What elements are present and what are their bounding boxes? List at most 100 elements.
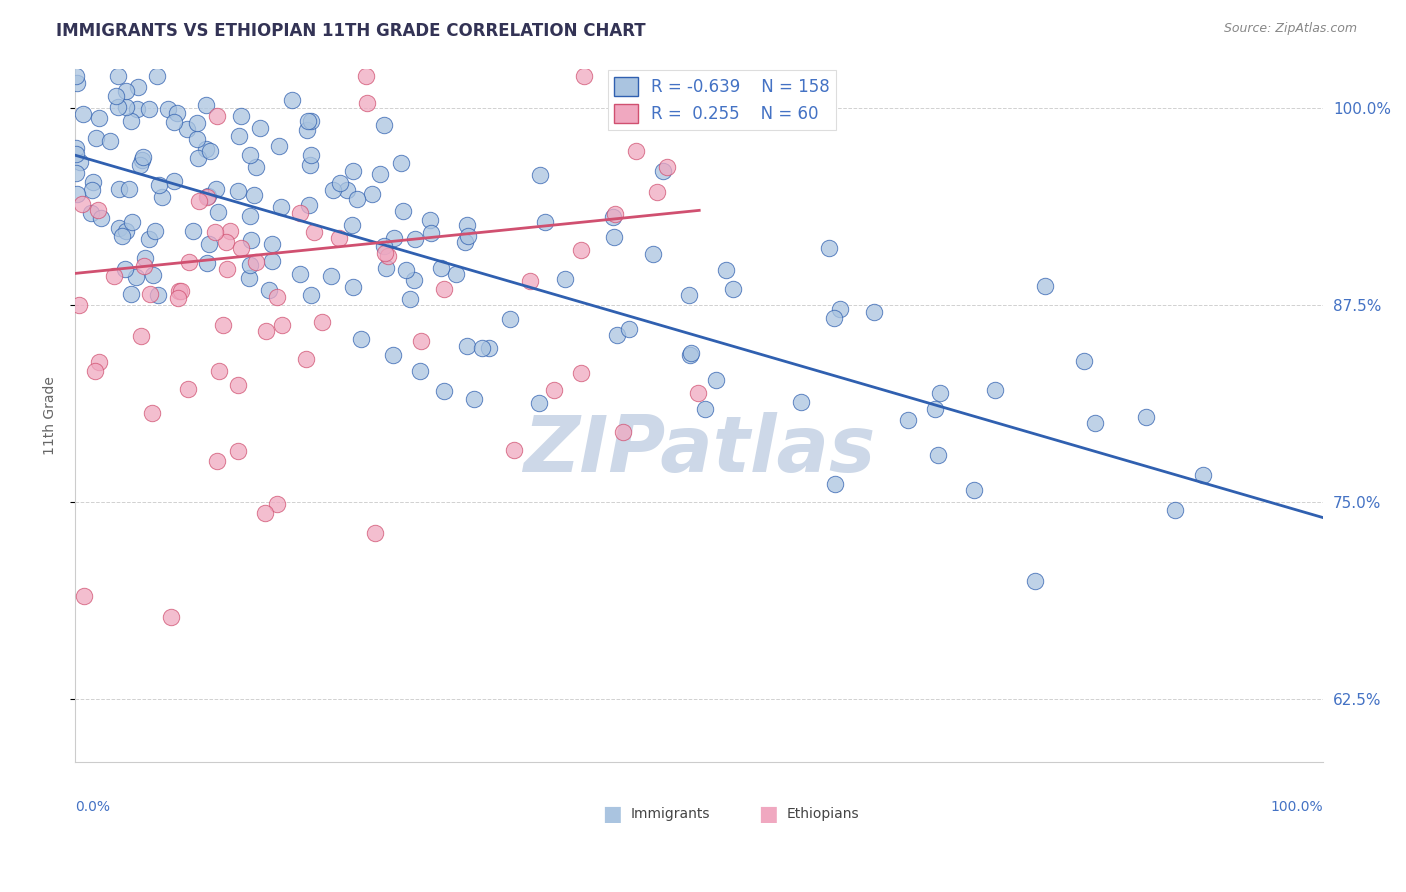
Point (356, 95, 378, 110)
Point (228, 129, 250, 144)
Point (139, 287, 162, 301)
Point (897, 412, 920, 426)
Point (249, 120, 271, 135)
Point (679, 346, 702, 360)
Point (617, 322, 640, 336)
Point (103, 269, 125, 284)
Point (328, 230, 350, 244)
Point (90, 211, 112, 225)
Text: ■: ■ (602, 804, 621, 824)
Point (211, 318, 233, 332)
Point (983, 383, 1005, 397)
Point (127, 80, 149, 95)
Point (138, 102, 160, 116)
Point (197, 189, 219, 203)
Point (239, 148, 262, 162)
Point (215, 235, 238, 249)
Point (205, 109, 228, 123)
Point (138, 231, 160, 245)
Point (624, 144, 647, 158)
Point (129, 329, 152, 343)
Text: IMMIGRANTS VS ETHIOPIAN 11TH GRADE CORRELATION CHART: IMMIGRANTS VS ETHIOPIAN 11TH GRADE CORRE… (56, 22, 645, 40)
Point (205, 454, 228, 468)
Point (107, 70, 129, 84)
Point (373, 239, 395, 253)
Point (368, 168, 391, 182)
Point (288, 267, 311, 281)
Point (693, 402, 716, 417)
Point (606, 327, 628, 342)
Point (603, 229, 626, 244)
Point (319, 268, 342, 283)
Point (1024, 574, 1046, 588)
Point (108, 221, 131, 235)
Point (463, 392, 485, 407)
Point (569, 366, 592, 380)
Point (205, 182, 228, 196)
Point (790, 395, 813, 409)
Point (454, 235, 477, 249)
Point (1084, 416, 1107, 430)
Point (121, 215, 143, 229)
Point (433, 282, 456, 296)
Point (65, 70, 87, 84)
Point (336, 183, 359, 197)
Point (569, 243, 592, 257)
Point (253, 506, 276, 520)
Point (84, 364, 107, 378)
Point (295, 123, 318, 137)
Point (198, 236, 221, 251)
Point (298, 158, 321, 172)
Point (262, 237, 284, 252)
Point (281, 93, 304, 107)
Point (82, 175, 104, 189)
Point (177, 255, 200, 269)
Point (399, 292, 422, 306)
Point (229, 241, 252, 255)
Point (298, 198, 321, 212)
Point (389, 156, 412, 170)
Point (143, 224, 166, 238)
Point (266, 498, 288, 512)
Point (499, 312, 522, 326)
Point (457, 228, 479, 243)
Point (176, 121, 198, 136)
Point (245, 254, 267, 268)
Point (87, 355, 110, 369)
Point (163, 174, 186, 188)
Point (65, 166, 87, 180)
Point (420, 227, 443, 241)
Point (226, 184, 249, 198)
Point (176, 382, 198, 396)
Point (342, 280, 364, 294)
Point (377, 249, 399, 263)
Point (107, 100, 129, 114)
Point (456, 339, 478, 353)
Point (402, 273, 425, 287)
Point (721, 282, 744, 296)
Point (924, 401, 946, 416)
Point (111, 229, 134, 244)
Point (304, 225, 326, 239)
Point (679, 348, 702, 362)
Point (554, 272, 576, 286)
Point (257, 283, 280, 297)
Point (963, 483, 986, 497)
Point (167, 284, 190, 298)
Point (817, 241, 839, 255)
Point (363, 525, 385, 540)
Point (392, 204, 415, 219)
Point (188, 194, 211, 209)
Point (299, 288, 322, 302)
Text: 0.0%: 0.0% (75, 800, 110, 814)
Point (823, 310, 845, 325)
Point (148, 178, 170, 192)
Point (66, 77, 89, 91)
Point (408, 363, 430, 377)
Point (105, 89, 128, 103)
Point (543, 383, 565, 397)
Point (375, 261, 398, 276)
Point (170, 285, 193, 299)
Point (239, 258, 262, 272)
Point (602, 211, 624, 225)
